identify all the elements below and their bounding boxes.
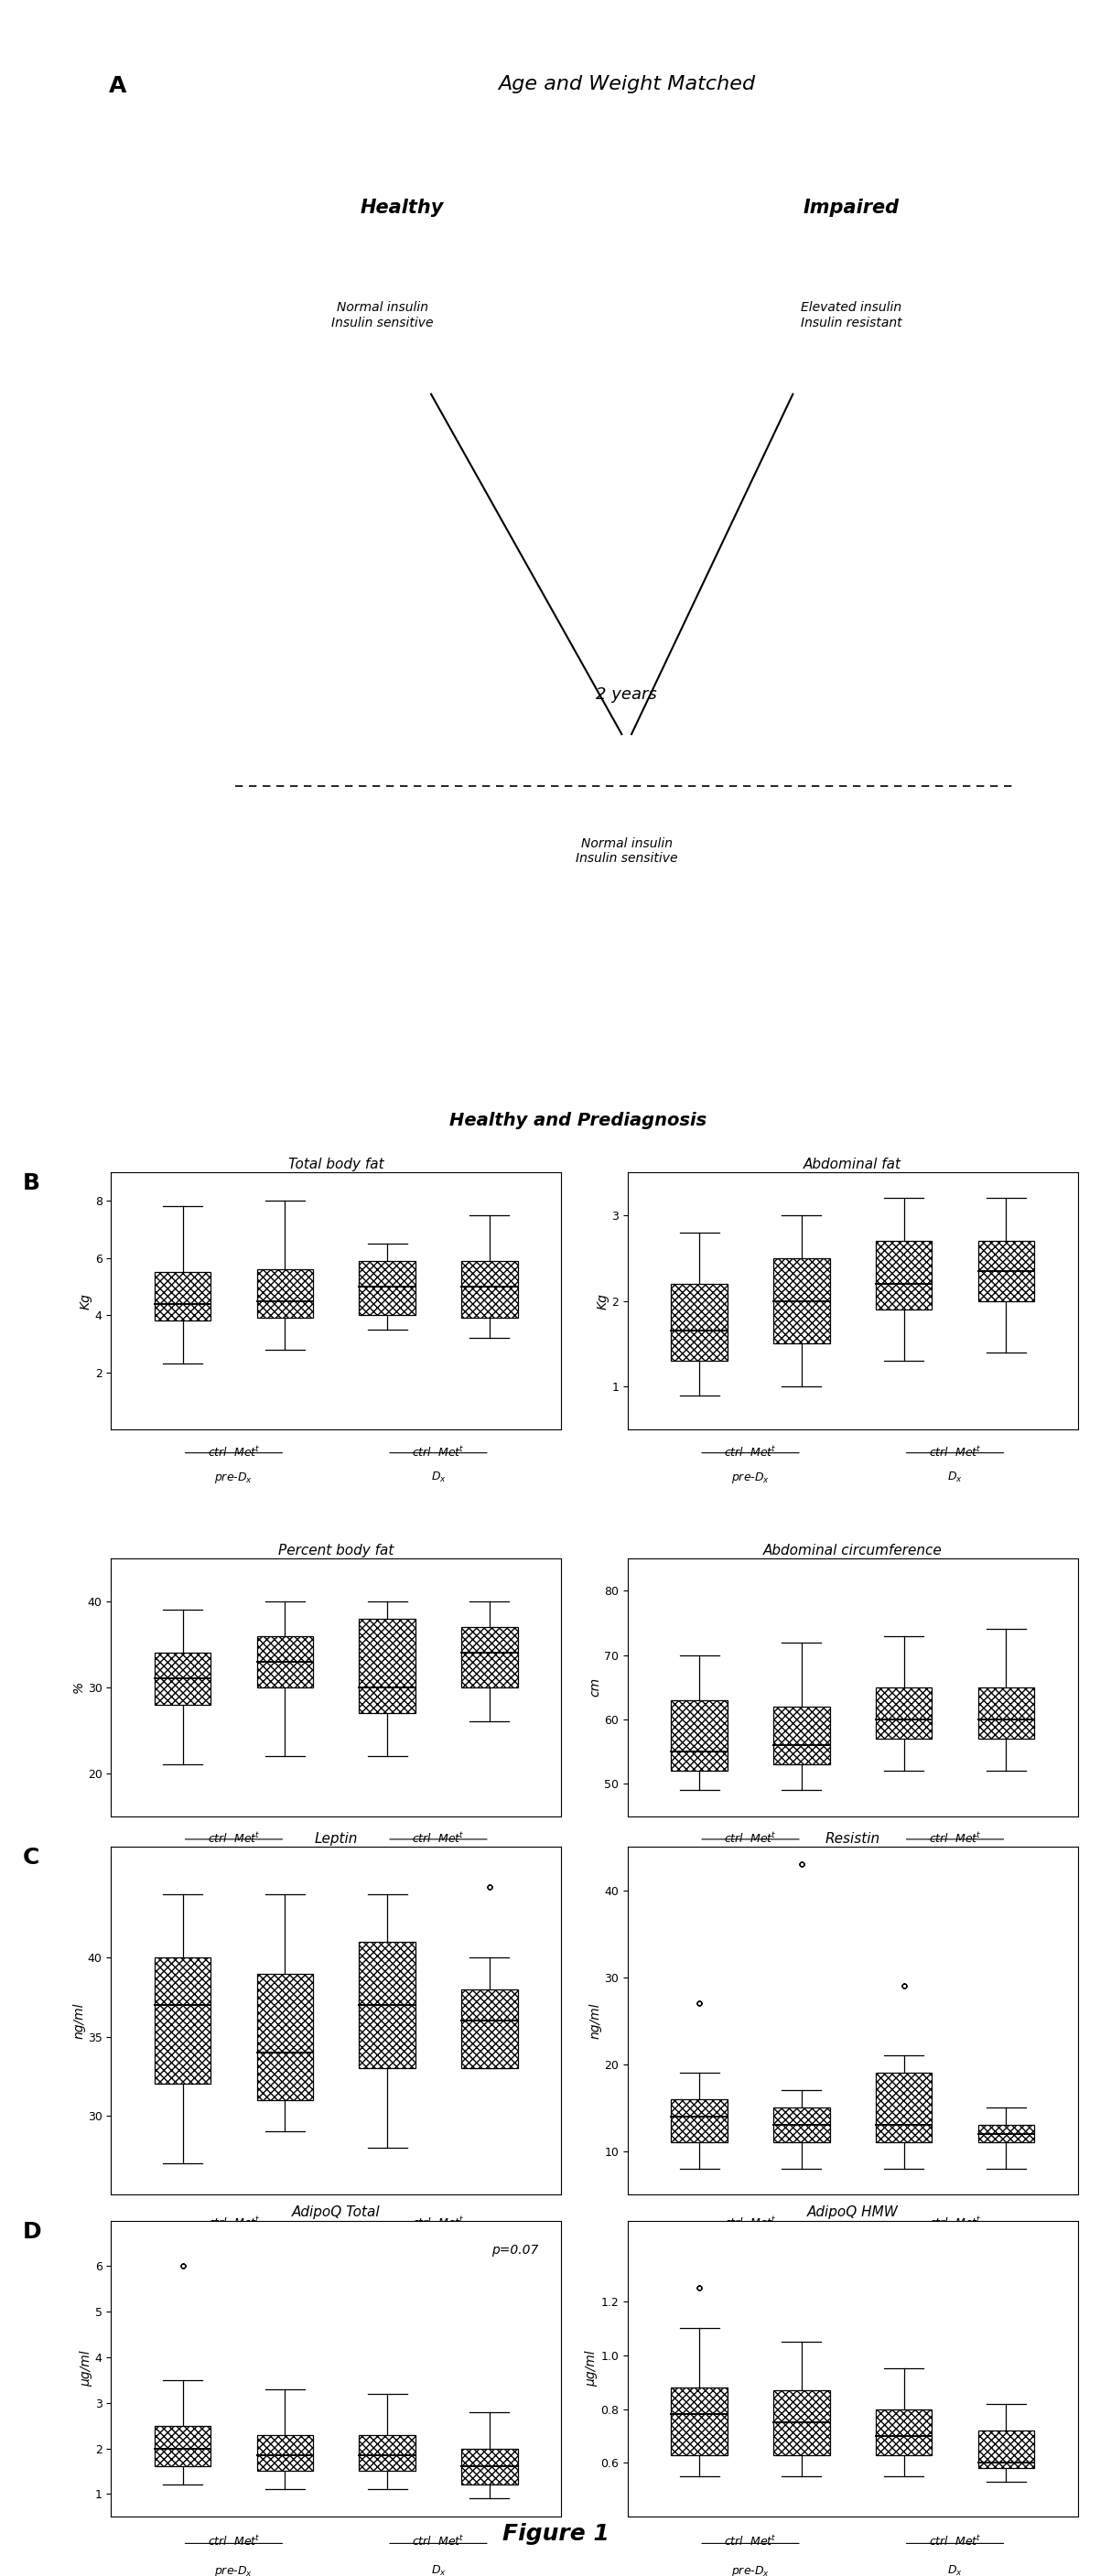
Bar — [359, 1260, 416, 1316]
Text: ctrl  Met$^t$: ctrl Met$^t$ — [724, 2215, 777, 2231]
Text: 2 years: 2 years — [597, 688, 657, 703]
Text: p=0.07: p=0.07 — [491, 2244, 539, 2257]
Bar — [154, 1958, 211, 2084]
Y-axis label: ng/ml: ng/ml — [72, 2002, 86, 2040]
Text: $pre$-$D_x$: $pre$-$D_x$ — [731, 1857, 770, 1873]
Text: A: A — [109, 75, 127, 98]
Text: Healthy and Prediagnosis: Healthy and Prediagnosis — [449, 1113, 707, 1128]
Text: $D_x$: $D_x$ — [431, 1471, 446, 1484]
Bar — [773, 1708, 830, 1765]
Bar — [978, 1687, 1034, 1739]
Bar — [359, 1942, 416, 2069]
Text: ctrl  Met$^t$: ctrl Met$^t$ — [929, 2215, 981, 2231]
Text: Elevated insulin
Insulin resistant: Elevated insulin Insulin resistant — [801, 301, 902, 330]
Bar — [257, 2434, 313, 2470]
Bar — [978, 2125, 1034, 2143]
Text: $pre$-$D_x$: $pre$-$D_x$ — [731, 1471, 770, 1486]
Bar — [461, 1989, 518, 2069]
Title: Leptin: Leptin — [314, 1832, 358, 1847]
Text: Figure 1: Figure 1 — [502, 2522, 609, 2545]
Bar — [875, 1242, 932, 1309]
Bar — [671, 2388, 728, 2455]
Y-axis label: μg/ml: μg/ml — [585, 2349, 598, 2388]
Bar — [359, 2434, 416, 2470]
Text: ctrl  Met$^t$: ctrl Met$^t$ — [929, 1832, 981, 1847]
Text: Healthy: Healthy — [360, 198, 443, 216]
Y-axis label: ng/ml: ng/ml — [589, 2002, 602, 2040]
Bar — [671, 1700, 728, 1772]
Text: Normal insulin
Insulin sensitive: Normal insulin Insulin sensitive — [575, 837, 678, 866]
Bar — [461, 1260, 518, 1319]
Text: ctrl  Met$^t$: ctrl Met$^t$ — [724, 2535, 777, 2548]
Text: $D_x$: $D_x$ — [431, 1857, 446, 1870]
Y-axis label: %: % — [72, 1682, 86, 1692]
Text: $pre$-$D_x$: $pre$-$D_x$ — [214, 1471, 253, 1486]
Text: ctrl  Met$^t$: ctrl Met$^t$ — [208, 1445, 260, 1461]
Text: $pre$-$D_x$: $pre$-$D_x$ — [214, 2563, 253, 2576]
Text: ctrl  Met$^t$: ctrl Met$^t$ — [724, 1445, 777, 1461]
Title: Resistin: Resistin — [825, 1832, 880, 1847]
Text: ctrl  Met$^t$: ctrl Met$^t$ — [412, 2215, 464, 2231]
Bar — [875, 2409, 932, 2455]
Bar — [671, 1283, 728, 1360]
Text: $pre$-$D_x$: $pre$-$D_x$ — [731, 2251, 770, 2264]
Text: $D_x$: $D_x$ — [431, 2563, 446, 2576]
Text: $pre$-$D_x$: $pre$-$D_x$ — [214, 1857, 253, 1873]
Bar — [773, 2391, 830, 2455]
Text: ctrl  Met$^t$: ctrl Met$^t$ — [208, 1832, 260, 1847]
Bar — [875, 2074, 932, 2143]
Bar — [773, 1257, 830, 1345]
Y-axis label: Kg: Kg — [597, 1293, 609, 1309]
Title: AdipoQ HMW: AdipoQ HMW — [807, 2205, 899, 2221]
Bar — [978, 2432, 1034, 2468]
Text: Impaired: Impaired — [803, 198, 900, 216]
Text: $D_x$: $D_x$ — [948, 2251, 962, 2264]
Text: $D_x$: $D_x$ — [948, 1471, 962, 1484]
Text: ctrl  Met$^t$: ctrl Met$^t$ — [929, 2535, 981, 2548]
Title: Percent body fat: Percent body fat — [278, 1543, 394, 1558]
Text: $pre$-$D_x$: $pre$-$D_x$ — [731, 2563, 770, 2576]
Y-axis label: Kg: Kg — [80, 1293, 92, 1309]
Bar — [875, 1687, 932, 1739]
Text: ctrl  Met$^t$: ctrl Met$^t$ — [208, 2535, 260, 2548]
Text: C: C — [22, 1847, 39, 1870]
Bar — [257, 1636, 313, 1687]
Text: Normal insulin
Insulin sensitive: Normal insulin Insulin sensitive — [331, 301, 433, 330]
Text: $D_x$: $D_x$ — [948, 2563, 962, 2576]
Text: D: D — [22, 2221, 41, 2244]
Bar — [359, 1618, 416, 1713]
Bar — [154, 2427, 211, 2468]
Bar — [154, 1654, 211, 1705]
Title: Abdominal fat: Abdominal fat — [803, 1157, 902, 1172]
Text: $D_x$: $D_x$ — [431, 2251, 446, 2264]
Text: ctrl  Met$^t$: ctrl Met$^t$ — [208, 2215, 260, 2231]
Text: ctrl  Met$^t$: ctrl Met$^t$ — [412, 1832, 464, 1847]
Text: $D_x$: $D_x$ — [948, 1857, 962, 1870]
Bar — [978, 1242, 1034, 1301]
Text: $pre$-$D_x$: $pre$-$D_x$ — [214, 2251, 253, 2264]
Bar — [154, 1273, 211, 1321]
Bar — [461, 1628, 518, 1687]
Title: Total body fat: Total body fat — [288, 1157, 384, 1172]
Text: ctrl  Met$^t$: ctrl Met$^t$ — [929, 1445, 981, 1461]
Text: ctrl  Met$^t$: ctrl Met$^t$ — [412, 2535, 464, 2548]
Text: ctrl  Met$^t$: ctrl Met$^t$ — [412, 1445, 464, 1461]
Title: Abdominal circumference: Abdominal circumference — [763, 1543, 942, 1558]
Text: Age and Weight Matched: Age and Weight Matched — [498, 75, 755, 93]
Y-axis label: cm: cm — [589, 1677, 602, 1698]
Bar — [461, 2447, 518, 2486]
Bar — [257, 1973, 313, 2099]
Y-axis label: μg/ml: μg/ml — [80, 2349, 92, 2388]
Title: AdipoQ Total: AdipoQ Total — [292, 2205, 380, 2221]
Bar — [257, 1270, 313, 1319]
Text: ctrl  Met$^t$: ctrl Met$^t$ — [724, 1832, 777, 1847]
Text: B: B — [22, 1172, 40, 1195]
Bar — [773, 2107, 830, 2143]
Bar — [671, 2099, 728, 2143]
